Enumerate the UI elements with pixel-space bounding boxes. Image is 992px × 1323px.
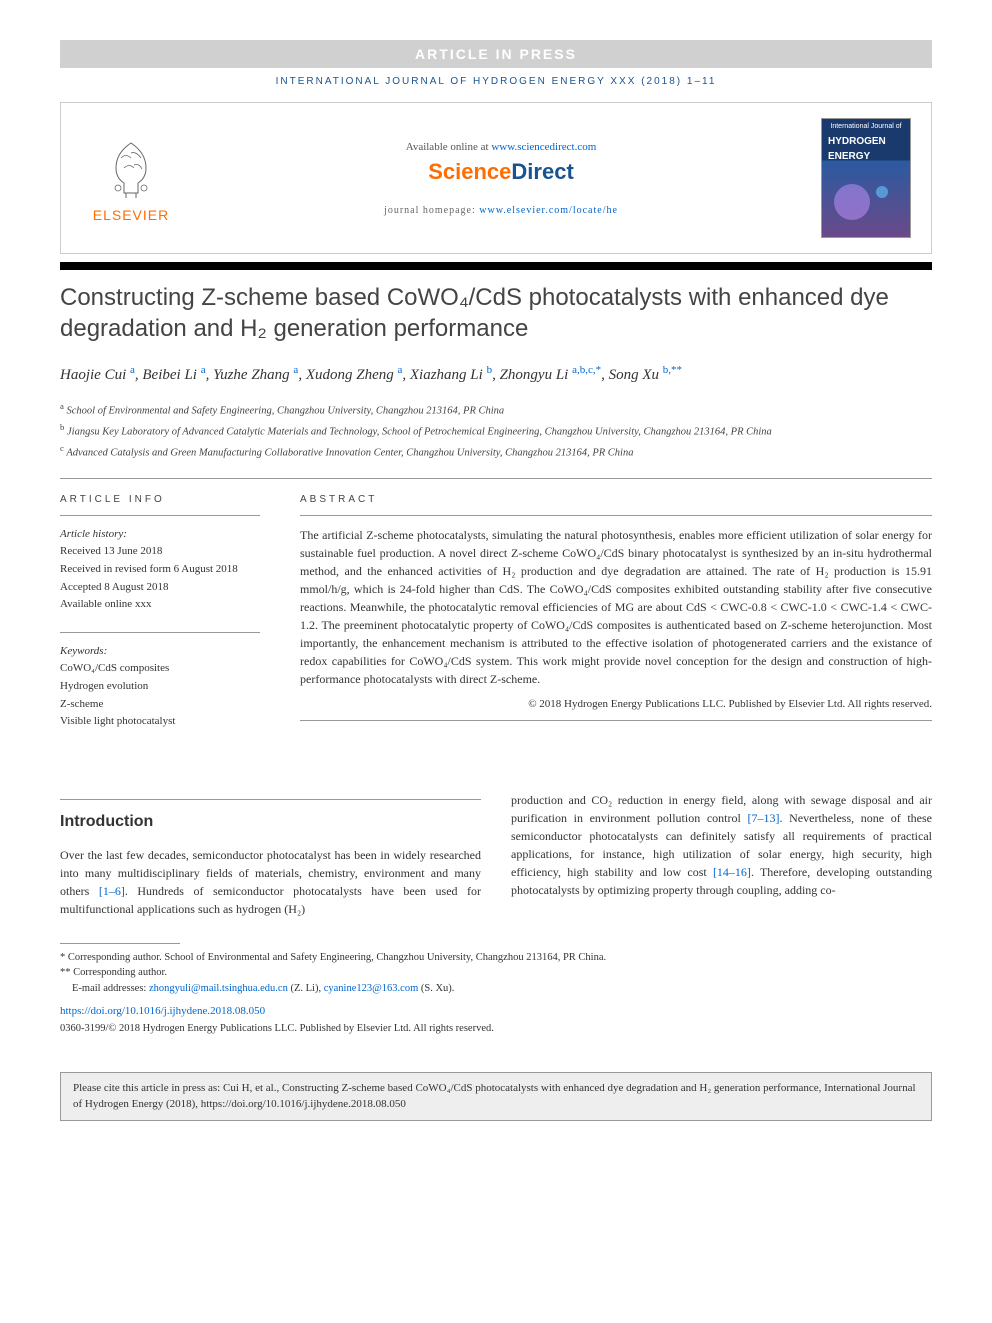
affiliations: a School of Environmental and Safety Eng… xyxy=(60,399,932,463)
citation-box: Please cite this article in press as: Cu… xyxy=(60,1072,932,1121)
email-label: E-mail addresses: xyxy=(72,983,149,994)
keyword-item: Z-scheme xyxy=(60,696,260,714)
reference-link[interactable]: [1–6] xyxy=(99,884,125,898)
keyword-item: CoWO₄/CdS composites xyxy=(60,660,260,678)
available-online: Available online at www.sciencedirect.co… xyxy=(201,141,801,153)
authors-list: Haojie Cui a, Beibei Li a, Yuzhe Zhang a… xyxy=(60,362,932,387)
revised-date: Received in revised form 6 August 2018 xyxy=(60,561,260,579)
received-date: Received 13 June 2018 xyxy=(60,543,260,561)
homepage-link[interactable]: www.elsevier.com/locate/he xyxy=(479,205,618,216)
header-box: ELSEVIER Available online at www.science… xyxy=(60,102,932,254)
abstract-copyright: © 2018 Hydrogen Energy Publications LLC.… xyxy=(300,698,932,710)
sciencedirect-link[interactable]: www.sciencedirect.com xyxy=(491,141,596,153)
journal-homepage: journal homepage: www.elsevier.com/locat… xyxy=(201,205,801,216)
intro-column-right: production and CO₂ reduction in energy f… xyxy=(511,791,932,918)
corresponding-author-1: * Corresponding author. School of Enviro… xyxy=(60,950,932,966)
elsevier-logo: ELSEVIER xyxy=(81,133,181,223)
introduction-heading: Introduction xyxy=(60,810,481,834)
journal-reference: INTERNATIONAL JOURNAL OF HYDROGEN ENERGY… xyxy=(60,76,932,87)
history-label: Article history: xyxy=(60,526,260,544)
available-date: Available online xxx xyxy=(60,596,260,614)
footer-block: * Corresponding author. School of Enviro… xyxy=(60,943,932,1038)
sciencedirect-logo: ScienceDirect xyxy=(201,159,801,185)
intro-column-left: Introduction Over the last few decades, … xyxy=(60,791,481,918)
keyword-item: Hydrogen evolution xyxy=(60,678,260,696)
elsevier-text: ELSEVIER xyxy=(93,207,169,223)
divider-bar xyxy=(60,262,932,270)
article-info-heading: ARTICLE INFO xyxy=(60,494,260,505)
abstract-block: ABSTRACT The artificial Z-scheme photoca… xyxy=(300,494,932,731)
journal-cover: International Journal of HYDROGEN ENERGY xyxy=(821,118,911,238)
corresponding-author-2: ** Corresponding author. xyxy=(60,965,932,981)
elsevier-tree-icon xyxy=(96,133,166,203)
email-link-1[interactable]: zhongyuli@mail.tsinghua.edu.cn xyxy=(149,983,288,994)
footer-copyright: 0360-3199/© 2018 Hydrogen Energy Publica… xyxy=(60,1021,932,1037)
keyword-item: Visible light photocatalyst xyxy=(60,713,260,731)
affiliation-a: School of Environmental and Safety Engin… xyxy=(67,405,505,416)
article-in-press-banner: ARTICLE IN PRESS xyxy=(60,40,932,68)
keywords-label: Keywords: xyxy=(60,643,260,661)
article-title: Constructing Z-scheme based CoWO₄/CdS ph… xyxy=(60,282,932,344)
reference-link[interactable]: [7–13] xyxy=(748,811,780,825)
accepted-date: Accepted 8 August 2018 xyxy=(60,579,260,597)
article-info-block: ARTICLE INFO Article history: Received 1… xyxy=(60,494,260,731)
abstract-heading: ABSTRACT xyxy=(300,494,932,505)
affiliation-b: Jiangsu Key Laboratory of Advanced Catal… xyxy=(67,427,772,438)
abstract-text: The artificial Z-scheme photocatalysts, … xyxy=(300,526,932,688)
affiliation-c: Advanced Catalysis and Green Manufacturi… xyxy=(66,448,633,459)
intro-text-left: Over the last few decades, semiconductor… xyxy=(60,846,481,918)
doi-link[interactable]: https://doi.org/10.1016/j.ijhydene.2018.… xyxy=(60,1003,932,1020)
email-link-2[interactable]: cyanine123@163.com xyxy=(324,983,419,994)
intro-text-right: production and CO₂ reduction in energy f… xyxy=(511,791,932,899)
reference-link[interactable]: [14–16] xyxy=(713,865,751,879)
